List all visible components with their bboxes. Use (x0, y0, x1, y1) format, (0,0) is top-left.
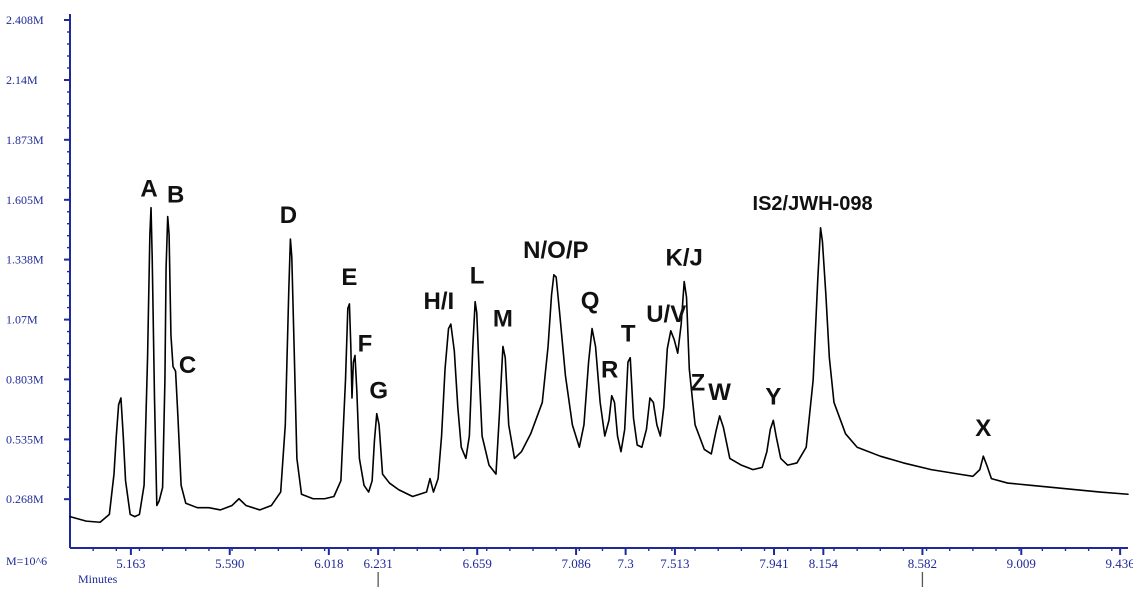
x-tick-label: 6.231 (364, 556, 393, 571)
y-tick-label: 1.605M (6, 193, 44, 207)
y-tick-label: 1.873M (6, 133, 44, 147)
y-tick-label: 2.408M (6, 13, 44, 27)
x-tick-label: 9.009 (1007, 556, 1036, 571)
peak-label: R (601, 357, 618, 384)
x-tick-label: 8.154 (809, 556, 839, 571)
peak-label: X (975, 415, 991, 442)
peak-label: G (369, 378, 388, 405)
x-axis-title: Minutes (78, 572, 118, 586)
x-tick-label: 7.513 (660, 556, 689, 571)
peak-label: N/O/P (523, 237, 588, 264)
peak-label: K/J (666, 245, 703, 272)
peak-label: B (167, 182, 184, 209)
peak-label: H/I (423, 288, 454, 315)
peak-label: A (140, 176, 157, 203)
y-tick-label: 0.268M (6, 492, 44, 506)
peak-label: Q (581, 288, 600, 315)
peak-label: L (470, 263, 485, 290)
y-tick-label: 1.07M (6, 313, 38, 327)
peak-label: D (280, 202, 297, 229)
peak-label: IS2/JWH-098 (753, 193, 873, 215)
x-tick-label: 8.582 (908, 556, 937, 571)
peak-label: W (708, 379, 731, 406)
peak-label: U/V (646, 301, 686, 328)
x-tick-label: 9.436 (1106, 556, 1133, 571)
y-tick-label: 1.338M (6, 253, 44, 267)
x-tick-label: 6.659 (463, 556, 492, 571)
peak-label: F (358, 330, 373, 357)
x-tick-label: 6.018 (314, 556, 343, 571)
peak-label: T (621, 321, 636, 348)
peak-label: Z (690, 369, 705, 396)
x-tick-label: 7.3 (617, 556, 633, 571)
y-tick-label: 0.803M (6, 372, 44, 386)
x-tick-label: 5.163 (116, 556, 145, 571)
peak-label: M (493, 305, 513, 332)
peak-label: C (179, 352, 196, 379)
y-unit-multiplier-label: M=10^6 (6, 554, 47, 568)
y-tick-label: 2.14M (6, 73, 38, 87)
x-tick-label: 7.941 (759, 556, 788, 571)
x-tick-label: 7.086 (561, 556, 591, 571)
y-tick-label: 0.535M (6, 432, 44, 446)
chromatogram-trace (69, 206, 1129, 524)
x-tick-label: 5.590 (215, 556, 244, 571)
peak-label: E (341, 264, 357, 291)
peak-label: Y (765, 383, 781, 410)
